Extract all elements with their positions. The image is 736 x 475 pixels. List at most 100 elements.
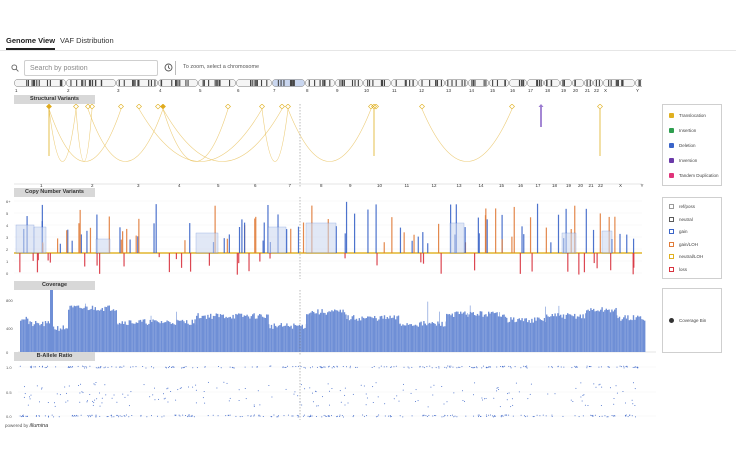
baf-point bbox=[292, 415, 294, 417]
baf-point bbox=[303, 414, 305, 416]
baf-point bbox=[453, 392, 455, 394]
baf-point bbox=[377, 396, 379, 398]
coverage-bin bbox=[410, 324, 412, 352]
baf-point bbox=[175, 399, 177, 401]
chromosome-band bbox=[46, 80, 49, 86]
coverage-bin bbox=[535, 320, 537, 352]
coverage-bin bbox=[347, 315, 349, 352]
chromosome-band bbox=[59, 80, 61, 86]
coverage-bin bbox=[578, 316, 580, 352]
chromosome-band bbox=[586, 80, 588, 86]
coverage-bin bbox=[42, 321, 44, 352]
chromosome-ideogram[interactable] bbox=[14, 79, 642, 87]
baf-point bbox=[393, 398, 395, 400]
baf-point bbox=[532, 416, 534, 418]
baf-point bbox=[54, 405, 56, 407]
baf-point bbox=[259, 415, 261, 417]
chromosome-band bbox=[522, 80, 524, 86]
coverage-bin bbox=[289, 326, 291, 352]
baf-point bbox=[301, 404, 303, 406]
tab-genome-view[interactable]: Genome View bbox=[6, 36, 56, 50]
baf-point bbox=[539, 415, 541, 417]
sv-axis-label: 2 bbox=[91, 183, 94, 188]
coverage-bin bbox=[462, 312, 465, 352]
coverage-bin bbox=[118, 322, 121, 352]
chromosome-band bbox=[252, 80, 254, 86]
history-icon[interactable] bbox=[164, 63, 173, 72]
coverage-bin bbox=[590, 308, 592, 352]
chromosome-band bbox=[319, 80, 321, 86]
baf-point bbox=[625, 414, 627, 416]
baf-point bbox=[574, 415, 576, 417]
coverage-bin bbox=[232, 314, 234, 352]
chromosome-band-2 bbox=[66, 79, 116, 87]
coverage-bin bbox=[529, 322, 532, 352]
coverage-bin bbox=[406, 323, 408, 352]
baf-point bbox=[426, 366, 428, 368]
coverage-bin bbox=[214, 316, 216, 352]
coverage-bin bbox=[542, 320, 544, 352]
chromosome-band bbox=[308, 80, 310, 86]
cnv-segment bbox=[353, 213, 356, 253]
coverage-bin bbox=[641, 319, 643, 352]
baf-point bbox=[426, 416, 428, 418]
baf-point bbox=[634, 366, 636, 368]
coverage-bin bbox=[604, 310, 606, 352]
cnv-segment bbox=[565, 208, 567, 253]
baf-point bbox=[496, 387, 498, 389]
coverage-bin bbox=[132, 323, 135, 352]
baf-point bbox=[204, 366, 206, 368]
baf-point bbox=[228, 414, 230, 416]
baf-point bbox=[65, 401, 67, 403]
baf-point bbox=[79, 392, 81, 394]
chromosome-band-12 bbox=[418, 79, 445, 87]
chromosome-outline bbox=[236, 79, 272, 87]
coverage-bin bbox=[27, 318, 29, 352]
chromosome-band bbox=[638, 80, 640, 86]
sv-axis-label: 3 bbox=[137, 183, 140, 188]
baf-point bbox=[145, 367, 147, 369]
chromosome-band-4 bbox=[158, 79, 198, 87]
cnv-segment bbox=[593, 253, 595, 264]
cnv-segment bbox=[57, 238, 59, 253]
baf-point bbox=[127, 394, 129, 396]
baf-point bbox=[339, 390, 341, 392]
baf-point bbox=[207, 381, 209, 383]
baf-point bbox=[473, 367, 475, 369]
tab-vaf-distribution[interactable]: VAF Distribution bbox=[60, 36, 114, 45]
baf-point bbox=[356, 366, 358, 368]
coverage-bin bbox=[504, 316, 507, 352]
baf-point bbox=[71, 366, 73, 368]
search-input[interactable] bbox=[24, 60, 158, 76]
baf-point bbox=[79, 401, 81, 403]
coverage-bin bbox=[193, 323, 195, 352]
baf-point bbox=[393, 366, 395, 368]
baf-point bbox=[574, 365, 576, 367]
coverage-bin bbox=[364, 318, 366, 352]
baf-point bbox=[352, 393, 354, 395]
chromosome-band bbox=[339, 80, 341, 86]
coverage-bin bbox=[345, 314, 347, 352]
chromosome-band bbox=[536, 80, 539, 86]
baf-point bbox=[493, 415, 495, 417]
baf-point bbox=[594, 414, 596, 416]
b-allele-ratio-track[interactable]: 1.0 0.5 0.0 bbox=[6, 362, 656, 420]
coverage-bin bbox=[47, 321, 49, 352]
chromosome-band bbox=[27, 80, 30, 86]
coverage-bin bbox=[497, 316, 500, 352]
copy-number-track[interactable]: 6+ 5 4 3 2 1 0 bbox=[6, 197, 642, 279]
coverage-bin bbox=[385, 319, 387, 352]
coverage-bin bbox=[257, 315, 259, 352]
baf-point bbox=[398, 400, 400, 402]
cnv-legend-swatch bbox=[669, 229, 674, 234]
baf-point bbox=[105, 394, 107, 396]
coverage-bin bbox=[198, 318, 201, 352]
coverage-bin bbox=[571, 315, 573, 352]
coverage-bin bbox=[414, 324, 417, 352]
baf-point bbox=[150, 415, 152, 417]
baf-point bbox=[135, 366, 137, 368]
structural-variants-track[interactable] bbox=[14, 104, 642, 187]
baf-point bbox=[512, 404, 514, 406]
baf-point bbox=[590, 414, 592, 416]
coverage-track[interactable]: 800 400 0 bbox=[6, 290, 656, 355]
